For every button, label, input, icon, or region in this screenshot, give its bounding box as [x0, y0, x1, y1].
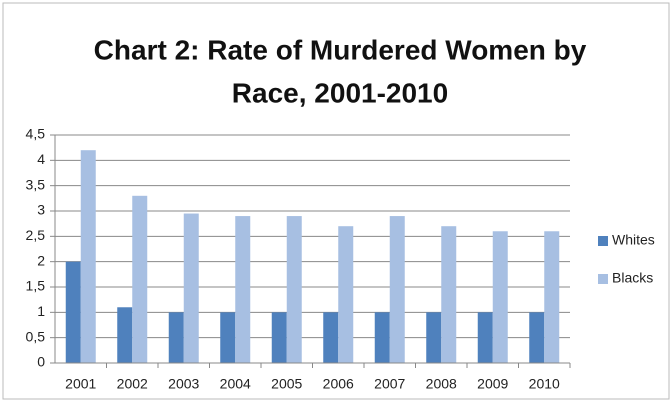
bar: [80, 150, 96, 363]
y-tick-label: 2: [37, 252, 45, 268]
bar: [529, 312, 545, 363]
bar: [426, 312, 442, 363]
x-tick-label: 2010: [529, 376, 560, 392]
bar: [183, 213, 199, 363]
bar: [168, 312, 184, 363]
y-tick-label: 3,5: [26, 176, 46, 192]
legend-label: Blacks: [612, 270, 653, 286]
legend-label: Whites: [612, 232, 655, 248]
x-tick-label: 2001: [65, 376, 96, 392]
y-tick-label: 0: [37, 354, 45, 370]
bar: [271, 312, 287, 363]
bar: [65, 261, 81, 363]
bar: [220, 312, 236, 363]
y-tick-label: 2,5: [26, 227, 46, 243]
bar: [544, 231, 560, 363]
bar: [338, 226, 354, 363]
x-tick-label: 2005: [271, 376, 302, 392]
y-tick-label: 4,5: [26, 126, 46, 142]
bar: [132, 195, 148, 363]
bar: [117, 307, 133, 363]
legend-swatch: [598, 274, 608, 284]
legend-swatch: [598, 236, 608, 246]
bar: [235, 216, 251, 363]
x-tick-label: 2002: [117, 376, 148, 392]
y-tick-label: 3: [37, 202, 45, 218]
bar: [323, 312, 339, 363]
y-tick-label: 1: [37, 303, 45, 319]
y-tick-label: 0,5: [26, 328, 46, 344]
bar: [477, 312, 493, 363]
y-tick-label: 4: [37, 151, 45, 167]
x-tick-label: 2009: [477, 376, 508, 392]
bar: [389, 216, 405, 363]
chart-title: Race, 2001-2010: [232, 77, 448, 108]
bar: [441, 226, 457, 363]
chart-title: Chart 2: Rate of Murdered Women by: [94, 34, 587, 65]
bar: [286, 216, 302, 363]
bar: [492, 231, 508, 363]
x-tick-label: 2003: [168, 376, 199, 392]
x-tick-label: 2008: [426, 376, 457, 392]
x-tick-label: 2006: [323, 376, 354, 392]
x-tick-label: 2004: [220, 376, 251, 392]
y-tick-label: 1,5: [26, 278, 46, 294]
x-tick-label: 2007: [374, 376, 405, 392]
bar: [374, 312, 390, 363]
